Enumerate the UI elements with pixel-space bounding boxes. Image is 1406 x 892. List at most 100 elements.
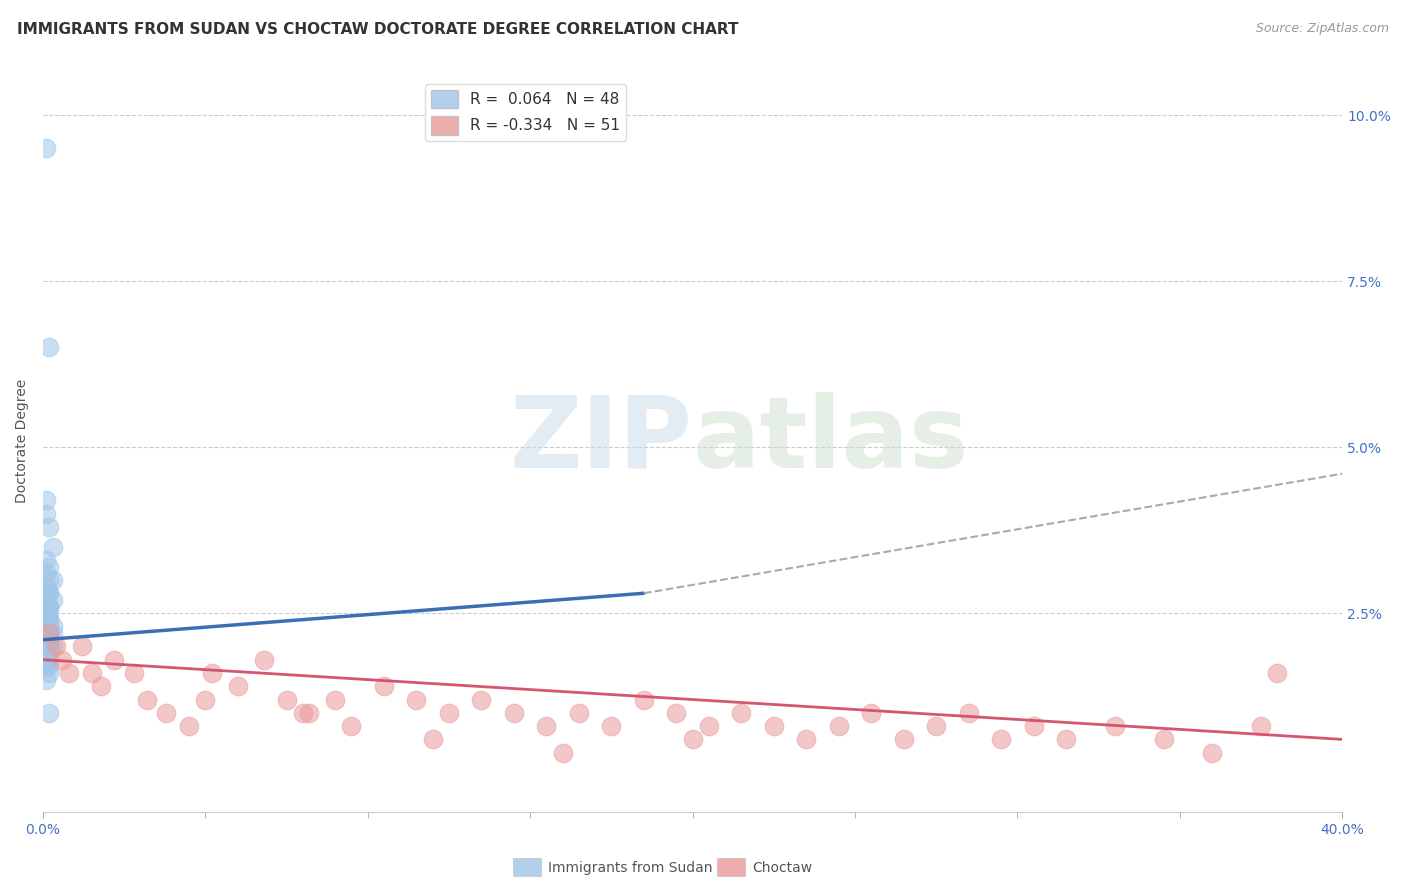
Legend: R =  0.064   N = 48, R = -0.334   N = 51: R = 0.064 N = 48, R = -0.334 N = 51 [425,84,627,141]
Point [551,746,574,760]
Point [155,706,177,720]
Point [194,692,217,706]
Point [568,706,591,720]
Point [298,706,321,720]
Point [470,692,492,706]
Point [957,706,980,720]
Point [925,719,948,733]
Point [1153,732,1175,747]
Point [35,673,58,687]
Point [35,632,58,647]
Point [35,606,58,620]
Point [38,646,60,660]
Point [1054,732,1077,747]
Point [600,719,623,733]
Point [35,553,58,567]
Point [38,659,60,673]
Point [51,653,73,667]
Point [90,679,112,693]
Point [41,640,63,654]
Point [893,732,915,747]
Point [633,692,655,706]
Point [990,732,1012,747]
Point [38,559,60,574]
Point [291,706,314,720]
Point [1250,719,1272,733]
Point [38,520,60,534]
Point [35,606,58,620]
Point [38,586,60,600]
Point [38,665,60,680]
Point [373,679,395,693]
Point [1265,665,1288,680]
Point [437,706,460,720]
Y-axis label: Doctorate Degree: Doctorate Degree [15,378,30,502]
Point [38,626,60,640]
Point [38,706,60,720]
Point [38,626,60,640]
Point [730,706,752,720]
Point [35,493,58,508]
Point [422,732,444,747]
Point [762,719,785,733]
Point [38,573,60,587]
Point [340,719,363,733]
Point [103,653,125,667]
Point [35,507,58,521]
Point [38,626,60,640]
Point [70,640,93,654]
Point [35,566,58,581]
Point [226,679,249,693]
Point [38,341,60,355]
Point [35,606,58,620]
Point [35,626,58,640]
Point [405,692,427,706]
Text: atlas: atlas [693,392,969,489]
Point [35,626,58,640]
Point [38,632,60,647]
Point [35,599,58,614]
Point [35,593,58,607]
Point [45,640,67,654]
Point [35,580,58,594]
Point [276,692,298,706]
Text: Choctaw: Choctaw [752,861,813,875]
Point [38,599,60,614]
Point [38,619,60,633]
Text: Source: ZipAtlas.com: Source: ZipAtlas.com [1256,22,1389,36]
Point [41,593,63,607]
Point [80,665,103,680]
Point [122,665,145,680]
Text: Immigrants from Sudan: Immigrants from Sudan [548,861,713,875]
Point [38,606,60,620]
Point [41,619,63,633]
Point [35,659,58,673]
Point [38,613,60,627]
Point [38,599,60,614]
Point [38,640,60,654]
Point [503,706,526,720]
Point [860,706,883,720]
Point [1022,719,1045,733]
Point [58,665,80,680]
Text: ZIP: ZIP [510,392,693,489]
Point [38,653,60,667]
Point [38,640,60,654]
Point [201,665,224,680]
Point [697,719,720,733]
Point [35,613,58,627]
Point [35,141,58,155]
Point [41,540,63,554]
Point [38,586,60,600]
Point [682,732,704,747]
Point [35,653,58,667]
Point [828,719,851,733]
Point [41,573,63,587]
Text: IMMIGRANTS FROM SUDAN VS CHOCTAW DOCTORATE DEGREE CORRELATION CHART: IMMIGRANTS FROM SUDAN VS CHOCTAW DOCTORA… [17,22,738,37]
Point [177,719,200,733]
Point [665,706,688,720]
Point [1201,746,1223,760]
Point [253,653,276,667]
Point [35,632,58,647]
Point [35,646,58,660]
